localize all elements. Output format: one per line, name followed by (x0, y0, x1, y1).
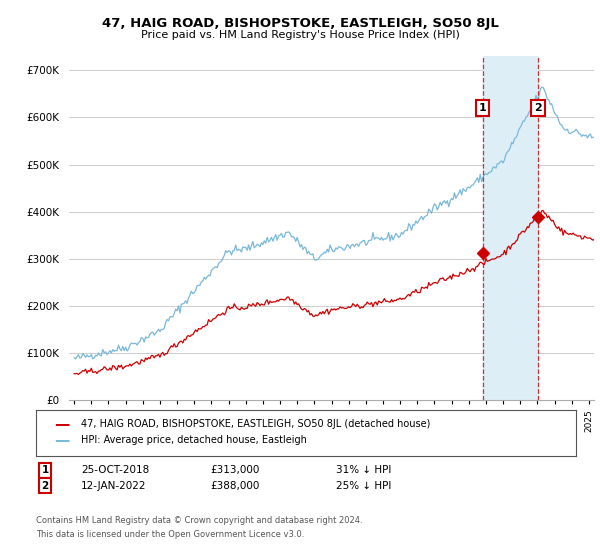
Text: 25% ↓ HPI: 25% ↓ HPI (336, 480, 391, 491)
Text: 1: 1 (479, 103, 487, 113)
Text: 2: 2 (534, 103, 542, 113)
Text: 1: 1 (41, 465, 49, 475)
Text: Contains HM Land Registry data © Crown copyright and database right 2024.
This d: Contains HM Land Registry data © Crown c… (36, 516, 362, 539)
Text: 2: 2 (41, 480, 49, 491)
Text: 47, HAIG ROAD, BISHOPSTOKE, EASTLEIGH, SO50 8JL: 47, HAIG ROAD, BISHOPSTOKE, EASTLEIGH, S… (101, 17, 499, 30)
Text: £313,000: £313,000 (210, 465, 259, 475)
Text: 12-JAN-2022: 12-JAN-2022 (81, 480, 146, 491)
Text: —: — (54, 433, 70, 447)
Text: 25-OCT-2018: 25-OCT-2018 (81, 465, 149, 475)
Text: HPI: Average price, detached house, Eastleigh: HPI: Average price, detached house, East… (81, 435, 307, 445)
Text: £388,000: £388,000 (210, 480, 259, 491)
Text: —: — (54, 417, 70, 432)
Bar (483, 56, 538, 400)
Text: Price paid vs. HM Land Registry's House Price Index (HPI): Price paid vs. HM Land Registry's House … (140, 30, 460, 40)
Text: 31% ↓ HPI: 31% ↓ HPI (336, 465, 391, 475)
Text: 47, HAIG ROAD, BISHOPSTOKE, EASTLEIGH, SO50 8JL (detached house): 47, HAIG ROAD, BISHOPSTOKE, EASTLEIGH, S… (81, 419, 430, 430)
